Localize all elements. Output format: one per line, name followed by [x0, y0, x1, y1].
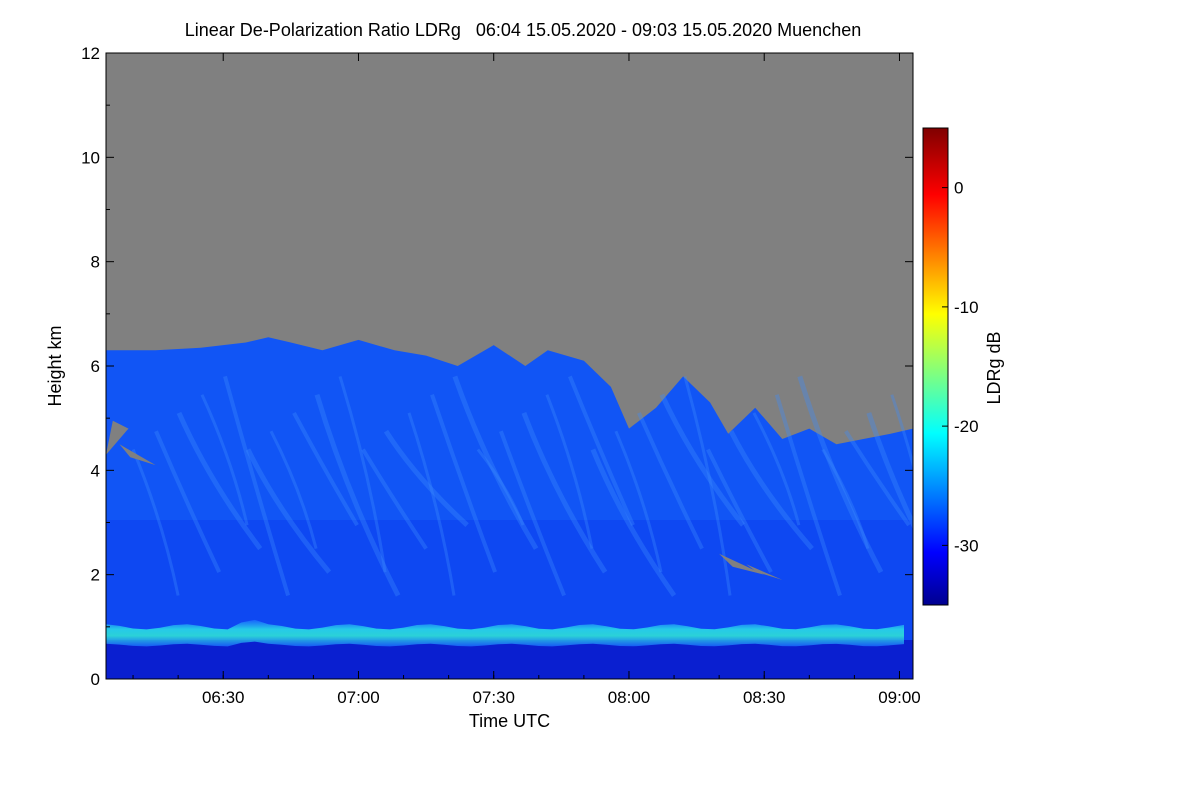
y-tick-label: 2	[91, 566, 100, 585]
fall-streak	[590, 448, 677, 597]
fall-streak	[821, 448, 870, 550]
x-tick-label: 08:00	[608, 688, 651, 707]
fall-streak	[614, 430, 663, 573]
fall-streaks	[131, 375, 913, 597]
fall-streak	[890, 394, 913, 470]
fall-streak	[866, 412, 913, 530]
no-signal-patches	[106, 420, 783, 580]
no-signal-patch	[106, 420, 129, 455]
fall-streak	[200, 394, 249, 526]
fall-streak	[314, 393, 401, 597]
y-tick-label: 0	[91, 670, 100, 689]
plot-area	[106, 53, 913, 679]
x-axis-title: Time UTC	[469, 711, 550, 731]
fall-streak	[361, 448, 428, 550]
fall-streak	[659, 393, 745, 527]
fall-streak	[545, 394, 594, 549]
fall-streak	[176, 411, 263, 551]
signal-region	[106, 337, 913, 679]
colorbar-tick-label: -30	[954, 536, 979, 555]
fall-streak	[476, 448, 525, 526]
no-signal-patch	[746, 564, 783, 580]
x-tick-label: 07:30	[472, 688, 515, 707]
fall-streak	[752, 412, 801, 526]
y-axis-title: Height km	[45, 325, 65, 406]
x-tick-label: 06:30	[202, 688, 245, 707]
colorbar-tick-label: -10	[954, 298, 979, 317]
fall-streak	[452, 375, 539, 550]
fall-streak	[430, 394, 497, 573]
fall-streak	[706, 448, 773, 574]
fall-streak	[683, 376, 732, 596]
colorbar-title: LDRg dB	[984, 331, 1004, 404]
colorbar-ticks: 0 -10 -20 -30	[942, 179, 979, 555]
colorbar-tick-label: 0	[954, 179, 963, 198]
y-tick-label: 10	[81, 148, 100, 167]
fall-streak	[245, 448, 332, 574]
y-tick-label: 4	[91, 461, 100, 480]
fall-streak	[131, 448, 180, 596]
colorbar: 0 -10 -20 -30 LDRg dB	[922, 127, 1004, 606]
fall-streak	[269, 430, 318, 549]
fall-streak	[774, 394, 842, 597]
x-axis: 06:30 07:00 07:30 08:00 08:30 09:00	[132, 53, 921, 707]
fall-streak	[338, 375, 387, 573]
chart-title: Linear De-Polarization Ratio LDRg 06:04 …	[184, 20, 862, 40]
y-tick-label: 12	[81, 44, 100, 63]
fall-streak	[407, 412, 456, 596]
boundary-layer-band	[106, 619, 904, 647]
colorbar-gradient	[922, 127, 949, 606]
near-surface-layer	[106, 640, 913, 679]
fall-streak	[292, 411, 359, 527]
y-tick-label: 8	[91, 253, 100, 272]
y-tick-label: 6	[91, 357, 100, 376]
y-axis: 0 2 4 6 8 10 12	[81, 44, 913, 689]
fall-streak	[223, 375, 291, 597]
x-tick-label: 09:00	[878, 688, 921, 707]
fall-streak	[844, 430, 911, 527]
x-tick-label: 07:00	[337, 688, 380, 707]
no-signal-patch	[119, 444, 156, 466]
fall-streak	[797, 375, 884, 574]
colorbar-tick-label: -20	[954, 417, 979, 436]
fall-streak	[568, 375, 635, 526]
no-signal-patch	[719, 553, 765, 575]
fall-streak	[521, 412, 608, 574]
x-tick-label: 08:30	[743, 688, 786, 707]
fall-streak	[383, 429, 469, 527]
fall-streak	[637, 412, 704, 550]
fall-streak	[499, 430, 566, 597]
fall-streak	[728, 430, 814, 551]
fall-streak	[154, 430, 222, 573]
